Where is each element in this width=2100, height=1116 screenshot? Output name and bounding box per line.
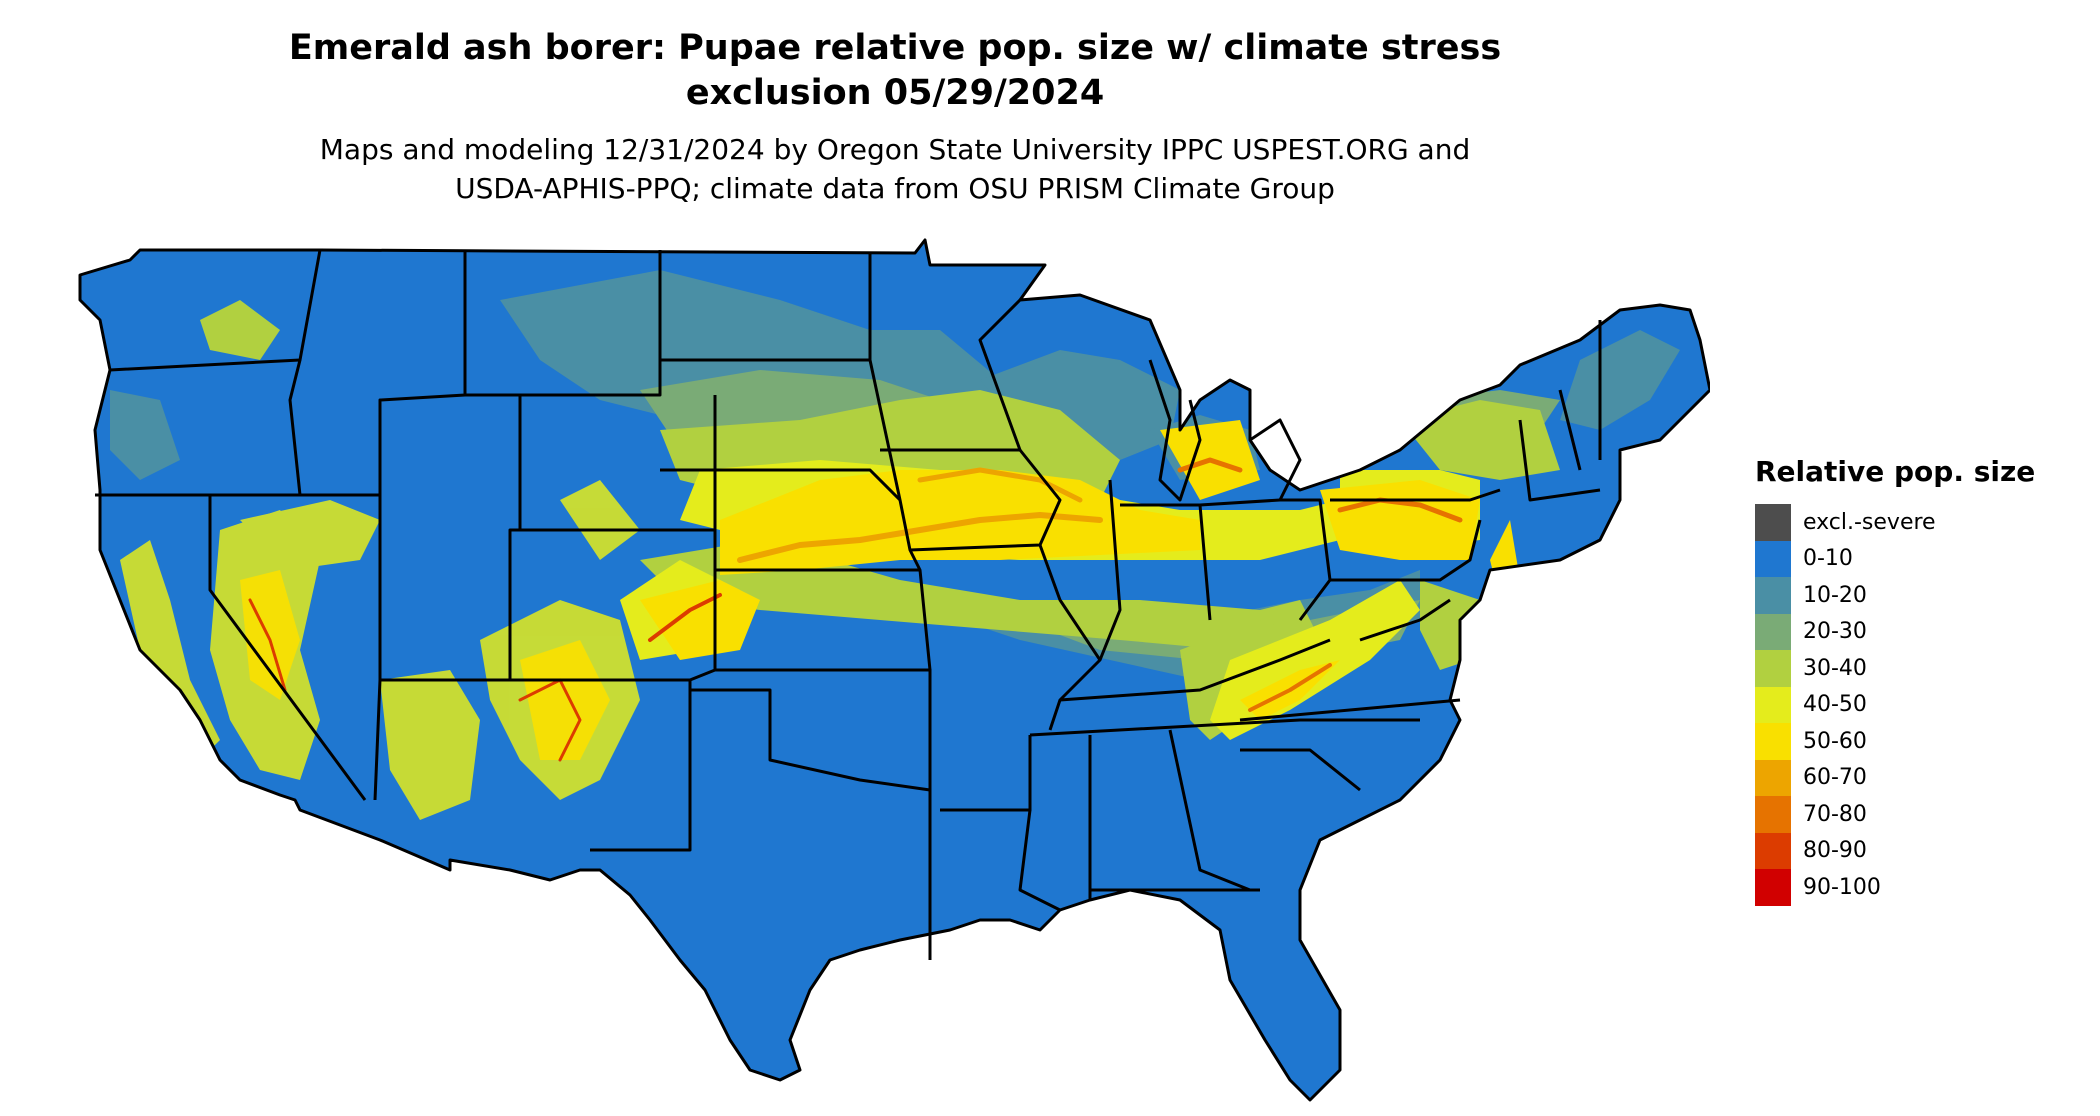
border-montana-wyoming bbox=[465, 250, 662, 397]
border-illinois-indiana bbox=[1098, 479, 1122, 661]
subtitle-line-2: USDA-APHIS-PPQ; climate data from OSU PR… bbox=[455, 172, 1335, 205]
legend-item: 40-50 bbox=[1755, 686, 2035, 723]
title-line-1: Emerald ash borer: Pupae relative pop. s… bbox=[288, 28, 1502, 68]
border-virginia-west-virginia bbox=[1359, 598, 1451, 642]
legend-swatch bbox=[1755, 577, 1791, 614]
border-iowa bbox=[880, 448, 1062, 552]
title-line-2: exclusion 05/29/2024 bbox=[685, 73, 1105, 113]
legend-swatch bbox=[1755, 723, 1791, 760]
legend-label: 80-90 bbox=[1803, 838, 1867, 864]
border-nevada-arizona bbox=[373, 679, 382, 801]
legend-swatch bbox=[1755, 504, 1791, 541]
border-kentucky-tennessee bbox=[1059, 638, 1331, 702]
zone-80-90-streak-sierra bbox=[248, 598, 287, 692]
border-south-dakota bbox=[660, 468, 902, 502]
lake-michigan-shore bbox=[1148, 359, 1202, 502]
zone-50-60-new-mexico bbox=[520, 640, 610, 760]
legend-label: 30-40 bbox=[1803, 655, 1867, 681]
zone-70-80-streak-appalachia bbox=[1248, 663, 1332, 712]
legend-swatch bbox=[1755, 540, 1791, 577]
state-borders bbox=[78, 238, 1710, 1102]
border-california-nevada bbox=[208, 495, 367, 801]
legend-swatch bbox=[1755, 832, 1791, 869]
legend-swatch bbox=[1755, 650, 1791, 687]
zone-50-60-kansas-west bbox=[640, 580, 760, 660]
border-ohio-pennsylvania bbox=[1199, 498, 1332, 621]
legend-item: 50-60 bbox=[1755, 723, 2035, 760]
border-tennessee-south bbox=[1029, 718, 1420, 737]
zone-40-50-nevada-ranges bbox=[240, 500, 380, 570]
lake-huron-shore bbox=[1249, 418, 1302, 501]
legend-item: 20-30 bbox=[1755, 613, 2035, 650]
border-mississippi-river bbox=[1018, 809, 1061, 912]
national-outline bbox=[78, 238, 1710, 1102]
border-pennsylvania-maryland bbox=[1330, 519, 1482, 582]
legend-item: 70-80 bbox=[1755, 796, 2035, 833]
us-map bbox=[78, 238, 1710, 1102]
zone-70-80-streak-pennsylvania bbox=[1337, 497, 1463, 523]
legend-item: 60-70 bbox=[1755, 759, 2035, 796]
border-virginia-north-carolina bbox=[1239, 698, 1461, 722]
legend-item: 30-40 bbox=[1755, 650, 2035, 687]
zone-40-50-utah-south bbox=[380, 670, 480, 820]
zone-30-40-cascades bbox=[200, 300, 280, 360]
zone-60-70-streak-iowa bbox=[917, 467, 1083, 503]
legend-item: excl.-severe bbox=[1755, 504, 2035, 541]
subtitle-line-1: Maps and modeling 12/31/2024 by Oregon S… bbox=[319, 133, 1471, 166]
legend-swatch bbox=[1755, 686, 1791, 723]
legend: Relative pop. size excl.-severe 0-10 10-20… bbox=[1755, 455, 2035, 906]
zone-40-50-coast-range bbox=[120, 540, 220, 760]
legend-swatch bbox=[1755, 869, 1791, 906]
map-subtitle: Maps and modeling 12/31/2024 by Oregon S… bbox=[160, 130, 1630, 208]
legend-label: 20-30 bbox=[1803, 619, 1867, 645]
border-alabama-georgia bbox=[1168, 729, 1251, 892]
legend-item: 10-20 bbox=[1755, 577, 2035, 614]
legend-label: 10-20 bbox=[1803, 582, 1867, 608]
legend-swatch bbox=[1755, 796, 1791, 833]
border-minnesota-wisconsin bbox=[978, 298, 1022, 451]
zone-10-20-new-england bbox=[1560, 330, 1680, 430]
zone-80-90-streak-kansas bbox=[648, 593, 722, 642]
legend-swatch bbox=[1755, 613, 1791, 650]
legend-label: 70-80 bbox=[1803, 801, 1867, 827]
zone-10-20-oregon bbox=[110, 390, 180, 480]
zone-60-70-streak-plains bbox=[737, 512, 1103, 563]
zone-40-50-wyoming bbox=[560, 480, 640, 560]
legend-label: 60-70 bbox=[1803, 765, 1867, 791]
border-oklahoma-texas bbox=[690, 688, 932, 792]
legend-title: Relative pop. size bbox=[1755, 455, 2036, 488]
map-title: Emerald ash borer: Pupae relative pop. s… bbox=[160, 26, 1630, 116]
border-new-mexico bbox=[510, 678, 692, 852]
legend-label: 90-100 bbox=[1803, 874, 1881, 900]
legend-label: excl.-severe bbox=[1803, 509, 1936, 535]
legend-label: 40-50 bbox=[1803, 692, 1867, 718]
zone-80-90-streak-new-mexico bbox=[518, 678, 582, 762]
legend-label: 0-10 bbox=[1803, 546, 1853, 572]
legend-item: 80-90 bbox=[1755, 832, 2035, 869]
population-heatmap bbox=[80, 240, 1710, 1100]
legend-items: excl.-severe 0-10 10-20 20-30 30-40 40-50 50-6… bbox=[1755, 504, 2035, 906]
border-utah bbox=[378, 395, 522, 682]
border-pennsylvania-new-york bbox=[1330, 488, 1501, 502]
zone-50-60-sierra bbox=[240, 570, 300, 700]
border-new-england-south bbox=[1518, 419, 1601, 502]
legend-swatch bbox=[1755, 759, 1791, 796]
border-georgia-south-carolina bbox=[1240, 748, 1361, 792]
legend-item: 0-10 bbox=[1755, 540, 2035, 577]
border-vermont-new-hampshire bbox=[1558, 389, 1582, 471]
legend-item: 90-100 bbox=[1755, 869, 2035, 906]
legend-label: 50-60 bbox=[1803, 728, 1867, 754]
